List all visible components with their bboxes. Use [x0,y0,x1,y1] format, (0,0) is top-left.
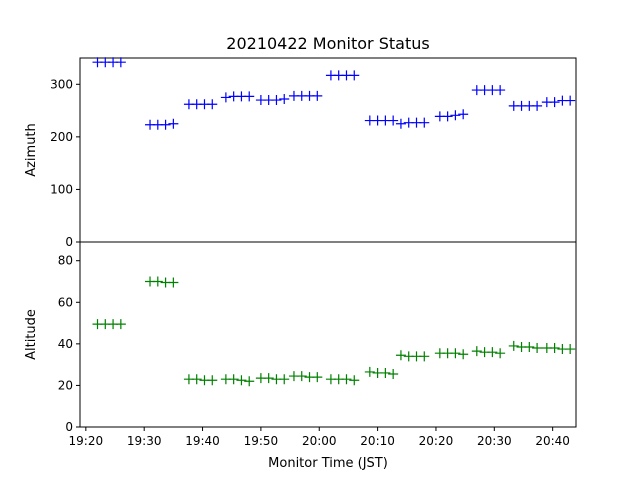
data-point [271,95,282,106]
data-point [532,100,543,111]
data-point [115,57,126,68]
data-point [388,368,399,379]
data-point [349,70,360,81]
data-point [244,91,255,102]
data-point [228,374,239,385]
data-point [565,344,576,355]
x-tick-label: 19:20 [69,434,104,448]
data-point [152,276,163,287]
chart-title: 20210422 Monitor Status [226,34,429,53]
altitude-panel: 0 20 40 60 80 Altitude [24,241,577,434]
data-point [364,366,375,377]
data-point [191,374,202,385]
y-tick-label: 0 [65,235,73,249]
data-point [395,350,406,361]
data-point [244,376,255,387]
data-point [296,371,307,382]
data-point [115,319,126,330]
data-point [236,375,247,386]
x-axis: 19:20 19:30 19:40 19:50 20:00 20:10 20:20 20:30… [69,427,570,448]
y-axis-label: Azimuth [24,123,39,177]
data-point [279,374,290,385]
y-tick-label: 40 [58,337,73,351]
data-point [565,95,576,106]
data-point [450,110,461,121]
data-point [207,99,218,110]
data-point [388,115,399,126]
data-point [532,343,543,354]
data-point [380,367,391,378]
x-tick-label: 19:40 [185,434,220,448]
y-tick-label: 80 [58,254,73,268]
data-point [160,119,171,130]
data-point [349,375,360,386]
data-point [220,92,231,103]
data-point [471,346,482,357]
y-tick-label: 20 [58,378,73,392]
y-tick-label: 100 [50,182,73,196]
data-point [168,118,179,129]
x-tick-label: 19:30 [127,434,162,448]
data-point [312,372,323,383]
data-point [312,90,323,101]
y-tick-label: 0 [65,420,73,434]
data-point [508,340,519,351]
data-point [419,117,430,128]
x-tick-label: 20:20 [419,434,454,448]
data-point [168,277,179,288]
data-point [458,109,469,120]
data-point [495,85,506,96]
data-point [279,94,290,105]
data-point [524,341,535,352]
x-tick-label: 19:50 [244,434,279,448]
x-tick-label: 20:40 [535,434,570,448]
y-tick-label: 200 [50,130,73,144]
x-axis-label: Monitor Time (JST) [268,456,388,471]
data-point [458,349,469,360]
y-tick-label: 60 [58,295,73,309]
data-point [341,374,352,385]
plot-frame [79,241,577,428]
y-tick-label: 300 [50,77,73,91]
x-tick-label: 20:30 [477,434,512,448]
data-point [495,348,506,359]
data-point [549,97,560,108]
data-point [395,118,406,129]
data-point [419,351,430,362]
data-point [487,347,498,358]
x-tick-label: 20:10 [360,434,395,448]
data-point [207,375,218,386]
y-axis-label: Altitude [24,309,39,360]
data-point [263,373,274,384]
x-tick-label: 20:00 [302,434,337,448]
data-point [450,348,461,359]
data-point [549,343,560,354]
data-point [442,111,453,122]
